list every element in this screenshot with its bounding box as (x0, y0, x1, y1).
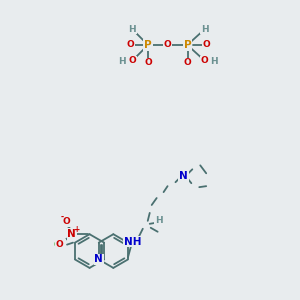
Text: H: H (128, 25, 136, 34)
Text: O: O (126, 40, 134, 50)
Text: O: O (128, 56, 136, 65)
Text: Cl: Cl (53, 240, 65, 250)
Text: +: + (74, 225, 80, 234)
Text: N: N (68, 229, 76, 239)
Text: H: H (118, 57, 126, 66)
Text: P: P (144, 40, 152, 50)
Text: H: H (201, 25, 208, 34)
Text: H: H (155, 216, 163, 225)
Text: O: O (202, 40, 210, 50)
Text: O: O (63, 217, 71, 226)
Text: O: O (144, 58, 152, 67)
Text: NH: NH (124, 237, 142, 247)
Text: O: O (201, 56, 208, 65)
Text: O: O (164, 40, 172, 50)
Text: O: O (56, 240, 64, 249)
Text: O: O (184, 58, 191, 67)
Text: -: - (60, 213, 63, 222)
Text: P: P (184, 40, 191, 50)
Text: N: N (94, 254, 103, 265)
Text: H: H (211, 57, 218, 66)
Text: N: N (179, 171, 188, 181)
